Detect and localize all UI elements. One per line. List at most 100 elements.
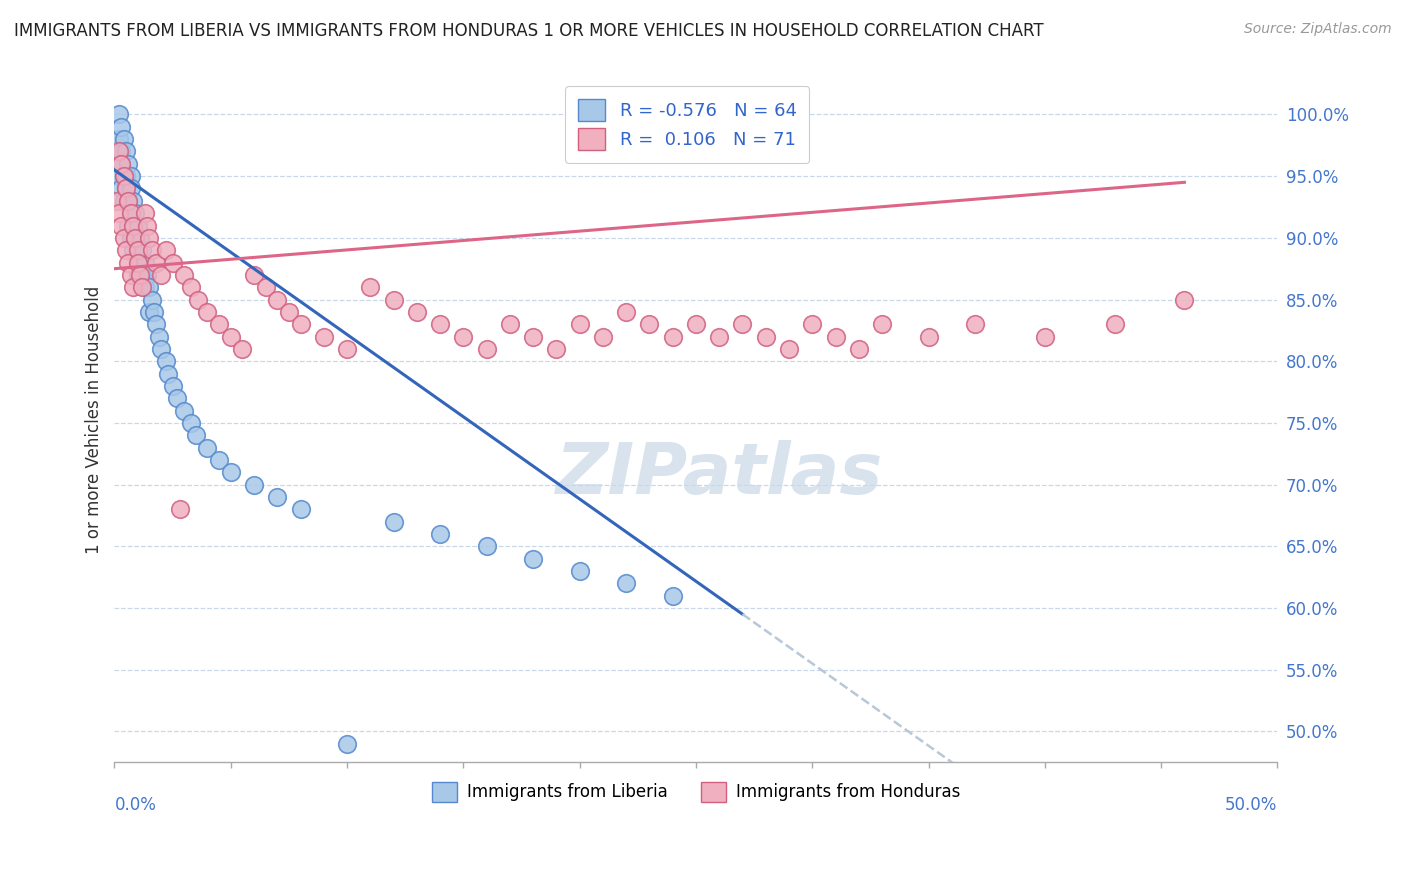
Point xyxy=(117,157,139,171)
Point xyxy=(336,342,359,356)
Point xyxy=(134,206,156,220)
Point xyxy=(138,305,160,319)
Point xyxy=(475,342,498,356)
Point xyxy=(169,502,191,516)
Point xyxy=(661,329,683,343)
Point xyxy=(219,329,242,343)
Point xyxy=(120,169,142,183)
Point xyxy=(359,280,381,294)
Point xyxy=(131,268,153,282)
Point xyxy=(180,416,202,430)
Point xyxy=(112,132,135,146)
Point xyxy=(129,255,152,269)
Point xyxy=(382,293,405,307)
Point xyxy=(661,589,683,603)
Point xyxy=(266,293,288,307)
Point xyxy=(546,342,568,356)
Point xyxy=(208,453,231,467)
Point xyxy=(180,280,202,294)
Point xyxy=(115,181,138,195)
Point xyxy=(290,502,312,516)
Point xyxy=(145,255,167,269)
Point xyxy=(870,317,893,331)
Point xyxy=(117,194,139,208)
Point xyxy=(166,391,188,405)
Point xyxy=(290,317,312,331)
Point xyxy=(755,329,778,343)
Point xyxy=(108,132,131,146)
Point xyxy=(1033,329,1056,343)
Point xyxy=(138,231,160,245)
Point xyxy=(110,145,132,159)
Point xyxy=(127,219,149,233)
Point xyxy=(429,527,451,541)
Point xyxy=(122,219,145,233)
Point xyxy=(685,317,707,331)
Point xyxy=(120,268,142,282)
Point xyxy=(120,206,142,220)
Point xyxy=(243,477,266,491)
Point xyxy=(134,280,156,294)
Point xyxy=(453,329,475,343)
Point xyxy=(429,317,451,331)
Point xyxy=(208,317,231,331)
Point xyxy=(614,305,637,319)
Point xyxy=(115,243,138,257)
Point xyxy=(136,219,159,233)
Point xyxy=(124,206,146,220)
Point xyxy=(129,231,152,245)
Point xyxy=(162,379,184,393)
Point xyxy=(155,354,177,368)
Text: ZIPatlas: ZIPatlas xyxy=(555,440,883,509)
Point xyxy=(112,194,135,208)
Point xyxy=(110,219,132,233)
Point xyxy=(522,329,544,343)
Point xyxy=(1173,293,1195,307)
Point xyxy=(136,268,159,282)
Point xyxy=(382,515,405,529)
Point xyxy=(108,145,131,159)
Point xyxy=(112,231,135,245)
Text: 0.0%: 0.0% xyxy=(114,797,156,814)
Point xyxy=(120,206,142,220)
Point xyxy=(131,243,153,257)
Point xyxy=(138,280,160,294)
Point xyxy=(219,465,242,479)
Point xyxy=(709,329,731,343)
Point xyxy=(129,268,152,282)
Point xyxy=(127,255,149,269)
Point xyxy=(120,231,142,245)
Point xyxy=(801,317,824,331)
Point xyxy=(120,181,142,195)
Point xyxy=(149,268,172,282)
Point xyxy=(124,231,146,245)
Point xyxy=(568,317,591,331)
Point xyxy=(117,255,139,269)
Point xyxy=(592,329,614,343)
Point xyxy=(568,564,591,578)
Point xyxy=(155,243,177,257)
Point xyxy=(184,428,207,442)
Point xyxy=(277,305,299,319)
Point xyxy=(112,169,135,183)
Point xyxy=(149,342,172,356)
Point xyxy=(108,206,131,220)
Point xyxy=(336,737,359,751)
Point xyxy=(965,317,987,331)
Point xyxy=(638,317,661,331)
Point xyxy=(142,305,165,319)
Point xyxy=(117,219,139,233)
Point xyxy=(848,342,870,356)
Point xyxy=(122,280,145,294)
Y-axis label: 1 or more Vehicles in Household: 1 or more Vehicles in Household xyxy=(86,285,103,554)
Point xyxy=(917,329,939,343)
Point xyxy=(110,120,132,134)
Point xyxy=(108,107,131,121)
Point xyxy=(127,268,149,282)
Point xyxy=(243,268,266,282)
Point xyxy=(105,145,128,159)
Legend: Immigrants from Liberia, Immigrants from Honduras: Immigrants from Liberia, Immigrants from… xyxy=(425,775,967,809)
Point xyxy=(141,293,163,307)
Point xyxy=(778,342,800,356)
Point xyxy=(197,441,219,455)
